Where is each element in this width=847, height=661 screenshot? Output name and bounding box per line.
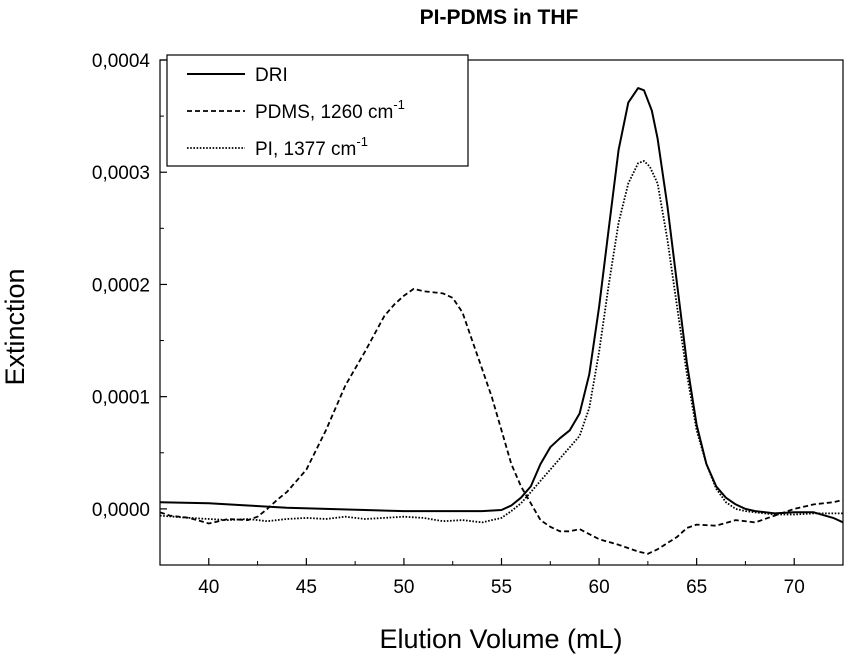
legend-label-main: PDMS, 1260 cm — [255, 102, 393, 123]
legend-label-superscript: -1 — [356, 134, 368, 149]
x-tick-label: 60 — [589, 577, 610, 598]
chart-title: PI-PDMS in THF — [420, 6, 579, 29]
x-tick-label: 45 — [296, 577, 317, 598]
x-tick-label: 55 — [491, 577, 512, 598]
x-tick-label: 65 — [686, 577, 707, 598]
series-line-dotted — [160, 160, 843, 524]
y-tick-label: 0,0002 — [92, 275, 150, 296]
x-tick-label: 70 — [784, 577, 805, 598]
series-line-dashed — [160, 288, 843, 555]
x-tick-label: 40 — [198, 577, 219, 598]
x-axis: 40 45 50 55 60 65 70 — [159, 558, 844, 598]
x-axis-title: Elution Volume (mL) — [379, 624, 622, 654]
legend-label: PDMS, 1260 cm-1 — [255, 97, 405, 123]
y-axis: 0,0000 0,0001 0,0002 0,0003 0,0004 — [92, 51, 167, 566]
legend-label-superscript: -1 — [393, 97, 405, 112]
x-tick-label: 50 — [393, 577, 414, 598]
y-axis-title: Extinction — [0, 268, 30, 385]
y-tick-label: 0,0003 — [92, 163, 150, 184]
series-group — [160, 87, 843, 555]
y-tick-label: 0,0004 — [92, 51, 151, 72]
y-tick-label: 0,0001 — [92, 388, 150, 409]
series-line-solid — [160, 87, 843, 524]
y-tick-label: 0,0000 — [92, 500, 150, 521]
legend-label: PI, 1377 cm-1 — [255, 134, 368, 160]
legend-label-main: PI, 1377 cm — [255, 139, 356, 160]
legend-label: DRI — [255, 65, 288, 86]
legend-label-main: DRI — [255, 65, 288, 86]
